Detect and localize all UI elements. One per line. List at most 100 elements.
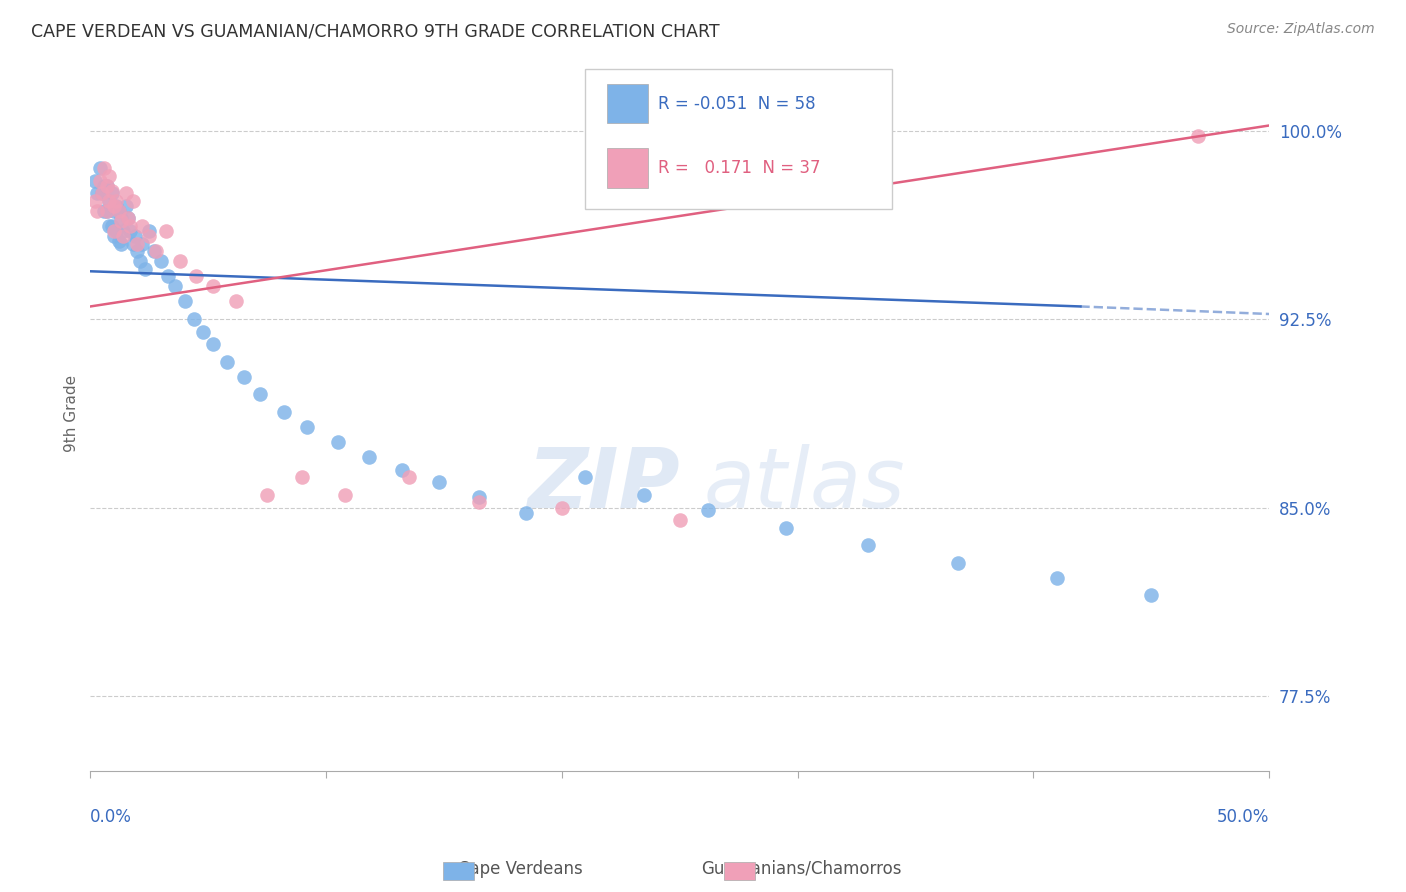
Point	[249, 387, 271, 401]
Point	[633, 488, 655, 502]
Point	[91, 186, 114, 201]
Text: 50.0%: 50.0%	[1216, 807, 1270, 825]
Point	[96, 204, 118, 219]
Point	[1187, 128, 1209, 143]
Point	[201, 337, 224, 351]
Point	[91, 186, 114, 201]
Point	[131, 236, 153, 251]
Text: Cape Verdeans: Cape Verdeans	[458, 860, 582, 878]
Point	[291, 470, 314, 484]
FancyBboxPatch shape	[606, 84, 648, 123]
Point	[138, 229, 160, 244]
Point	[114, 199, 136, 213]
Point	[121, 194, 143, 208]
Point	[107, 234, 129, 248]
Point	[138, 224, 160, 238]
Point	[120, 224, 142, 238]
Point	[98, 194, 121, 208]
Point	[193, 325, 215, 339]
Text: atlas: atlas	[703, 444, 905, 525]
FancyBboxPatch shape	[585, 70, 891, 209]
Point	[86, 204, 108, 219]
Point	[117, 211, 139, 226]
Point	[105, 199, 128, 213]
Point	[110, 211, 132, 226]
Point	[333, 488, 356, 502]
Point	[295, 420, 318, 434]
Point	[120, 219, 142, 233]
Point	[100, 186, 122, 201]
Point	[186, 269, 208, 284]
Point	[93, 204, 115, 219]
Point	[96, 178, 118, 193]
Point	[858, 538, 880, 552]
Point	[93, 161, 115, 176]
Text: R = -0.051  N = 58: R = -0.051 N = 58	[658, 95, 815, 113]
Point	[134, 261, 156, 276]
Point	[273, 405, 295, 419]
Point	[256, 488, 278, 502]
Point	[103, 204, 125, 219]
Point	[946, 556, 969, 570]
Point	[326, 435, 349, 450]
Point	[468, 491, 491, 505]
Point	[107, 204, 129, 219]
Point	[215, 355, 238, 369]
Point	[114, 186, 136, 201]
Text: CAPE VERDEAN VS GUAMANIAN/CHAMORRO 9TH GRADE CORRELATION CHART: CAPE VERDEAN VS GUAMANIAN/CHAMORRO 9TH G…	[31, 22, 720, 40]
Point	[169, 254, 191, 268]
Point	[96, 204, 118, 219]
Point	[127, 236, 149, 251]
Point	[89, 174, 111, 188]
Text: Source: ZipAtlas.com: Source: ZipAtlas.com	[1227, 22, 1375, 37]
Point	[165, 279, 187, 293]
Point	[98, 169, 121, 183]
Point	[201, 279, 224, 293]
Point	[121, 236, 143, 251]
Text: R =   0.171  N = 37: R = 0.171 N = 37	[658, 160, 821, 178]
Point	[103, 229, 125, 244]
Point	[427, 475, 450, 490]
Point	[124, 229, 146, 244]
Point	[112, 224, 135, 238]
Point	[96, 178, 118, 193]
Point	[515, 506, 537, 520]
Point	[103, 199, 125, 213]
Point	[1140, 589, 1163, 603]
Point	[143, 244, 166, 259]
Text: 0.0%: 0.0%	[90, 807, 132, 825]
Point	[117, 211, 139, 226]
Point	[128, 254, 150, 268]
Point	[112, 229, 135, 244]
Point	[131, 219, 153, 233]
Point	[110, 214, 132, 228]
Point	[157, 269, 180, 284]
Point	[107, 204, 129, 219]
Point	[89, 161, 111, 176]
Point	[551, 500, 574, 515]
Point	[93, 178, 115, 193]
Point	[391, 463, 413, 477]
Point	[155, 224, 177, 238]
Point	[86, 186, 108, 201]
Y-axis label: 9th Grade: 9th Grade	[65, 375, 79, 452]
Point	[103, 224, 125, 238]
Point	[183, 312, 205, 326]
Point	[145, 244, 167, 259]
Point	[98, 219, 121, 233]
FancyBboxPatch shape	[606, 148, 648, 187]
Point	[100, 219, 122, 233]
Text: ZIP: ZIP	[527, 444, 679, 525]
Point	[1046, 571, 1069, 585]
Point	[98, 194, 121, 208]
Point	[357, 450, 380, 465]
Point	[232, 369, 254, 384]
Point	[574, 470, 596, 484]
Point	[468, 495, 491, 509]
Point	[84, 174, 107, 188]
Point	[150, 254, 173, 268]
Point	[668, 513, 690, 527]
Point	[225, 294, 247, 309]
Point	[697, 503, 720, 517]
Point	[100, 184, 122, 198]
